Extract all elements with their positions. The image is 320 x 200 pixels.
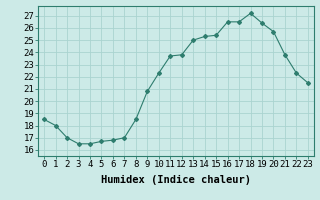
X-axis label: Humidex (Indice chaleur): Humidex (Indice chaleur) <box>101 175 251 185</box>
